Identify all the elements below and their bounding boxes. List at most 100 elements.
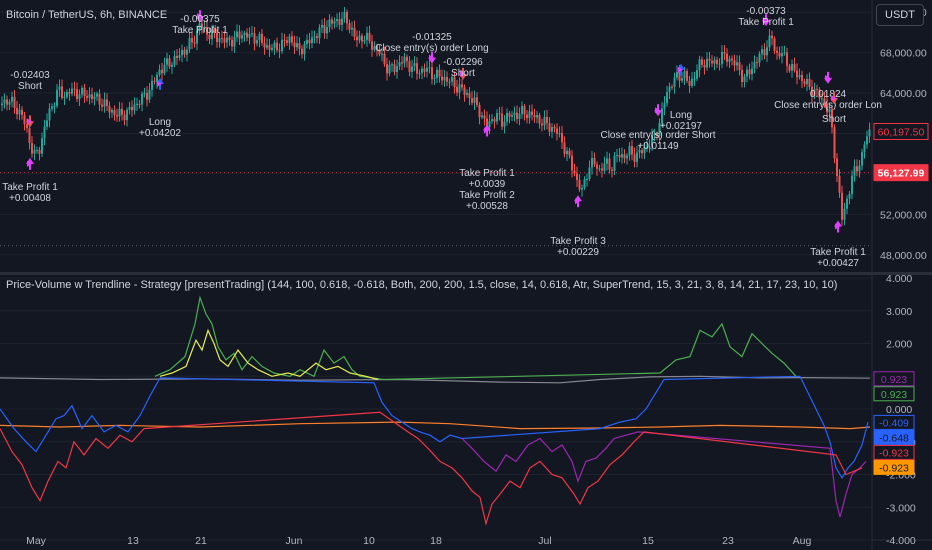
- candle-body: [791, 64, 793, 71]
- oscillator-series-line-6: [461, 431, 867, 518]
- candle-body: [318, 27, 321, 39]
- chart-title[interactable]: Bitcoin / TetherUS, 6h, BINANCE: [6, 9, 168, 21]
- candle-body: [323, 25, 326, 34]
- candle-body: [58, 86, 61, 90]
- candle-body: [528, 111, 531, 119]
- candle-body: [506, 113, 508, 122]
- candle-body: [348, 23, 351, 30]
- oscillator-series-line-4: [159, 328, 379, 381]
- signal-marker: [484, 127, 489, 134]
- candle-body: [383, 53, 386, 65]
- candle-body: [588, 167, 591, 180]
- candle-body: [848, 193, 851, 199]
- candle-body: [478, 104, 481, 118]
- candle-body: [151, 80, 153, 90]
- candle-body: [23, 114, 26, 125]
- candle-body: [461, 84, 463, 88]
- candle-body: [193, 42, 196, 44]
- candle-body: [743, 76, 746, 82]
- candle-body: [436, 69, 438, 78]
- candle-body: [288, 36, 291, 43]
- candle-body: [593, 157, 596, 165]
- candle-body: [481, 115, 483, 118]
- candle-body: [551, 126, 553, 132]
- candle-body: [533, 114, 536, 118]
- candle-body: [6, 99, 8, 105]
- signal-label: Take Profit 1: [172, 25, 228, 36]
- candle-body: [358, 35, 361, 41]
- candle-body: [526, 114, 528, 119]
- candle-body: [296, 43, 298, 48]
- candle-body: [733, 60, 736, 66]
- indicator-title[interactable]: Price-Volume w Trendline - Strategy [pre…: [6, 279, 838, 291]
- candle-body: [266, 45, 268, 48]
- signal-label: +0.04202: [139, 128, 181, 139]
- candle-body: [271, 47, 273, 50]
- candle-body: [356, 36, 358, 41]
- candle-body: [66, 92, 68, 97]
- signal-label: -0.00373: [746, 6, 786, 17]
- candle-body: [701, 59, 703, 65]
- signal-marker: [27, 118, 32, 125]
- candle-body: [426, 67, 428, 72]
- candle-body: [258, 33, 261, 41]
- candle-body: [283, 39, 286, 41]
- time-tick-label: Jun: [286, 535, 303, 547]
- candle-body: [661, 108, 663, 123]
- candle-body: [443, 76, 446, 81]
- candle-body: [321, 25, 323, 28]
- candle-body: [726, 53, 728, 62]
- candle-body: [118, 108, 121, 117]
- candle-body: [413, 63, 416, 67]
- osc-value-tag: [873, 444, 915, 460]
- candle-body: [483, 115, 486, 119]
- candle-body: [851, 175, 853, 194]
- candle-body: [433, 77, 436, 80]
- candle-body: [41, 138, 43, 154]
- candle-body: [751, 68, 753, 75]
- candle-body: [241, 34, 243, 39]
- candle-body: [431, 67, 433, 80]
- signal-marker: [655, 107, 660, 114]
- candle-body: [291, 36, 293, 43]
- candle-body: [188, 38, 191, 50]
- candle-body: [748, 69, 751, 75]
- candle-body: [826, 103, 828, 113]
- candle-body: [456, 86, 458, 93]
- pane-separator: [0, 272, 932, 275]
- candle-body: [756, 62, 758, 64]
- candle-body: [276, 42, 278, 51]
- candle-body: [341, 18, 343, 25]
- candle-body: [73, 88, 76, 90]
- candle-body: [196, 30, 198, 44]
- currency-unit-button[interactable]: USDT: [876, 4, 924, 26]
- candle-body: [738, 62, 741, 70]
- candle-body: [171, 64, 173, 67]
- osc-tick-label: 4.000: [886, 273, 912, 285]
- candle-body: [108, 105, 111, 113]
- candle-body: [553, 126, 556, 129]
- candle-body: [716, 59, 718, 64]
- candle-body: [51, 106, 53, 109]
- candle-body: [243, 32, 246, 35]
- candle-body: [681, 78, 683, 81]
- time-tick-label: 15: [642, 535, 654, 547]
- osc-value-tag-label: -0.409: [879, 417, 909, 429]
- candle-body: [613, 155, 616, 171]
- candle-body: [203, 26, 206, 28]
- candle-body: [583, 179, 586, 189]
- candle-body: [683, 71, 686, 79]
- candle-body: [123, 114, 126, 121]
- candle-body: [591, 157, 593, 168]
- candle-body: [626, 155, 628, 159]
- candle-body: [728, 58, 731, 62]
- candle-body: [211, 29, 213, 40]
- candle-body: [658, 122, 661, 136]
- candle-body: [251, 33, 253, 35]
- candle-body: [741, 69, 743, 82]
- candle-body: [1, 103, 3, 106]
- candle-body: [163, 64, 166, 74]
- candle-body: [231, 39, 233, 47]
- candle-body: [228, 37, 231, 40]
- candle-body: [813, 88, 816, 96]
